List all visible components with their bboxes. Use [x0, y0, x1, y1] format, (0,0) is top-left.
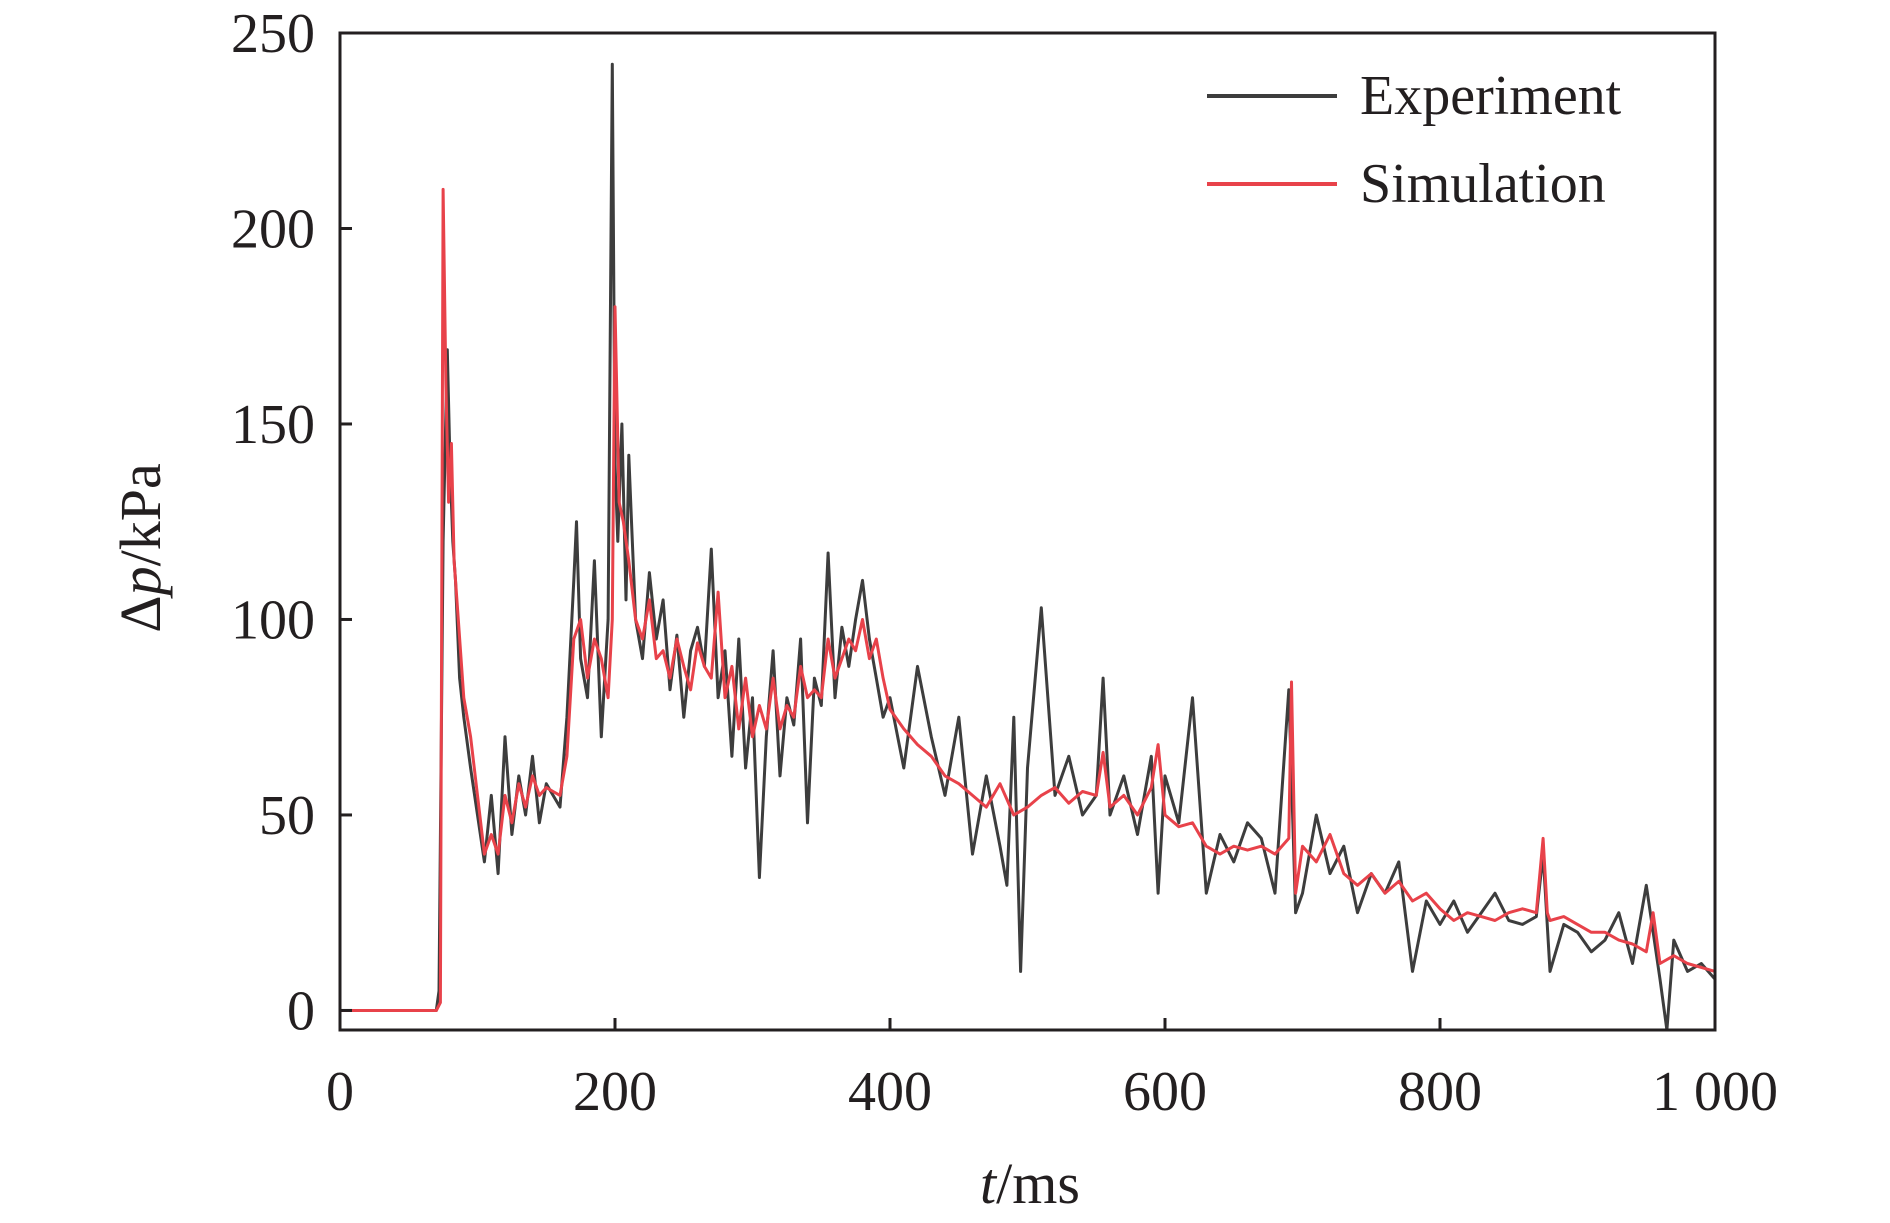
x-tick-label: 800	[1398, 1061, 1482, 1123]
x-tick-label: 600	[1123, 1061, 1207, 1123]
legend: Experiment Simulation	[1207, 65, 1622, 215]
y-axis: 0 50 100 150 200 250	[231, 3, 352, 1042]
plot-area	[338, 62, 1717, 1032]
y-tick-label: 250	[231, 3, 315, 65]
y-tick-label: 0	[287, 980, 315, 1042]
y-tick-label: 150	[231, 394, 315, 456]
y-tick-label: 100	[231, 589, 315, 651]
legend-label-simulation: Simulation	[1360, 153, 1606, 215]
x-axis: 0 200 400 600 800 1 000	[326, 1018, 1778, 1123]
x-axis-title: t/ms	[980, 1151, 1080, 1216]
x-tick-label: 400	[848, 1061, 932, 1123]
series-line-simulation	[338, 187, 1717, 1012]
y-axis-title: Δp/kPa	[108, 463, 173, 632]
plot-frame	[338, 31, 1717, 1032]
y-tick-label: 50	[259, 785, 315, 847]
series-line-experiment	[338, 62, 1717, 1032]
x-tick-label: 200	[573, 1061, 657, 1123]
y-tick-label: 200	[231, 198, 315, 260]
legend-label-experiment: Experiment	[1360, 65, 1622, 127]
x-tick-label: 1 000	[1652, 1061, 1778, 1123]
x-tick-label: 0	[326, 1061, 354, 1123]
